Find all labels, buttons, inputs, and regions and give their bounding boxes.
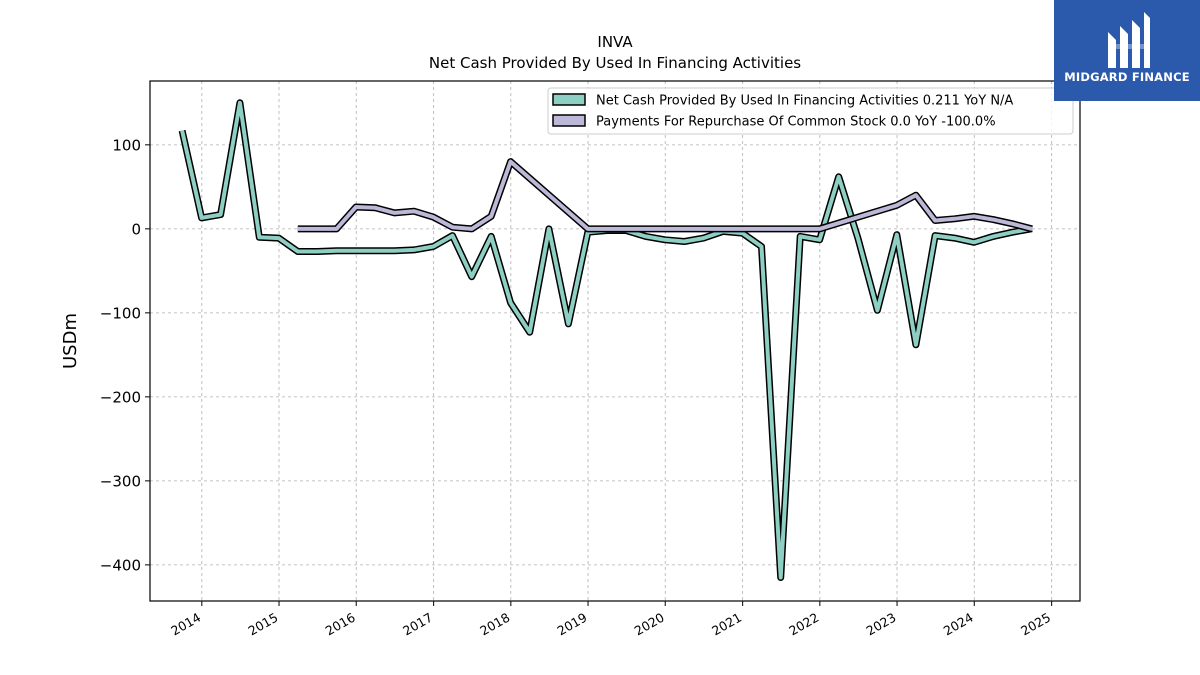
midgard-m-logo-icon xyxy=(1108,12,1150,68)
x-tick-label: 2021 xyxy=(709,610,744,639)
series-line-outline xyxy=(178,99,1033,581)
x-tick-label: 2014 xyxy=(168,610,203,639)
x-tick-label: 2016 xyxy=(323,610,358,639)
series-repurchase xyxy=(297,158,1033,233)
series-line xyxy=(297,159,1033,231)
y-axis: 100 0 −100 −200 −300 −400 xyxy=(100,136,150,574)
legend-swatch-financing xyxy=(552,93,586,106)
series-financing xyxy=(178,99,1033,581)
series-line xyxy=(180,100,1033,580)
x-tick-label: 2022 xyxy=(786,610,821,639)
x-axis: 2014 2015 2016 2017 2018 2019 2020 2021 2022 2023… xyxy=(168,601,1053,639)
brand-name: MIDGARD FINANCE xyxy=(1064,70,1190,84)
x-tick-label: 2017 xyxy=(400,610,435,639)
x-tick-label: 2024 xyxy=(941,610,976,639)
y-tick-label: −200 xyxy=(100,388,141,406)
plot-frame xyxy=(149,80,1081,602)
x-tick-label: 2023 xyxy=(863,610,898,639)
x-tick-label: 2018 xyxy=(477,610,512,639)
legend-label-repurchase: Payments For Repurchase Of Common Stock … xyxy=(596,115,996,130)
x-tick-label: 2020 xyxy=(632,610,667,639)
y-axis-label: USDm xyxy=(60,313,81,369)
legend: Net Cash Provided By Used In Financing A… xyxy=(547,87,1074,135)
y-tick-label: 0 xyxy=(131,220,141,238)
chart-subtitle: Net Cash Provided By Used In Financing A… xyxy=(429,54,801,72)
series-lines xyxy=(178,99,1033,581)
legend-label-financing: Net Cash Provided By Used In Financing A… xyxy=(596,94,1013,109)
x-tick-label: 2025 xyxy=(1018,610,1053,639)
y-tick-label: 100 xyxy=(112,136,141,154)
x-tick-label: 2015 xyxy=(245,610,280,639)
legend-swatch-repurchase xyxy=(552,114,586,127)
chart-title: INVA xyxy=(597,33,633,51)
y-tick-label: −300 xyxy=(100,472,141,490)
legend-box xyxy=(547,87,1074,135)
x-tick-label: 2019 xyxy=(554,610,589,639)
y-tick-label: −100 xyxy=(100,304,141,322)
brand-logo: MIDGARD FINANCE xyxy=(1054,0,1200,101)
y-tick-label: −400 xyxy=(100,556,141,574)
grid-lines xyxy=(150,81,1080,601)
